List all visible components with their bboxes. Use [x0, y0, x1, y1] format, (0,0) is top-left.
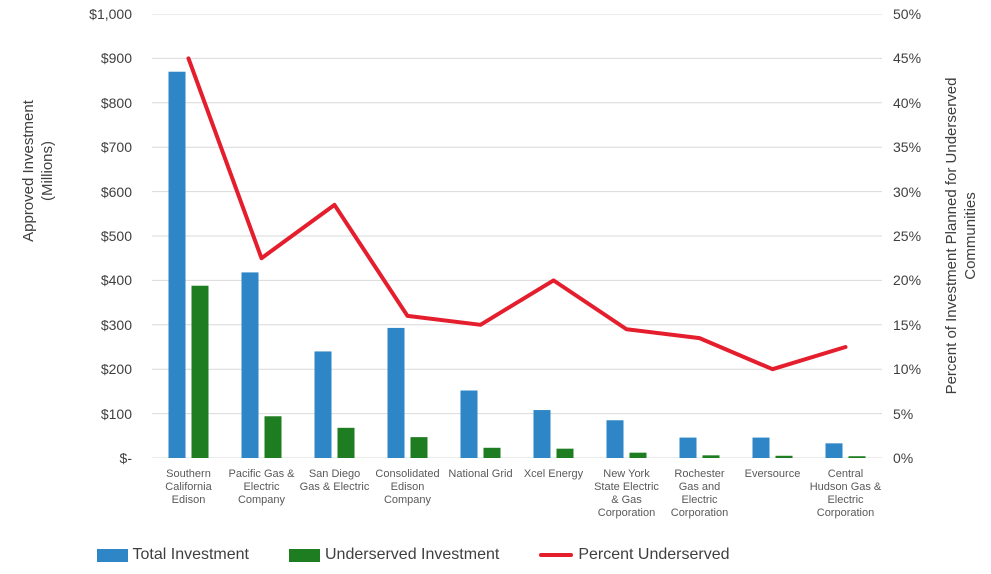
bar-total-investment — [533, 410, 551, 458]
bar-underserved-investment — [848, 456, 866, 458]
bar-total-investment — [241, 272, 259, 458]
x-category-label-southern-california-edison: Southern California Edison — [165, 468, 212, 506]
right-axis-tick-label: 40% — [893, 94, 922, 111]
bar-underserved-investment — [775, 455, 793, 458]
left-axis-tick-label: $700 — [100, 139, 132, 156]
right-axis-title: Percent of Investment Planned for Unders… — [943, 77, 979, 395]
left-axis-tick-label: $400 — [100, 272, 132, 289]
bar-underserved-investment — [337, 427, 355, 458]
right-axis-tick-label: 0% — [893, 450, 914, 466]
legend-swatch-total-investment — [96, 548, 128, 562]
legend-swatch-percent-underserved — [539, 553, 574, 557]
legend: Total Investment Underserved Investment Pe… — [0, 546, 826, 564]
right-axis-tick-label: 30% — [893, 183, 922, 200]
right-axis-tick-label: 35% — [893, 139, 922, 156]
trend-line-percent-underserved — [186, 56, 848, 372]
x-category-label-pacific-gas-electric-company: Pacific Gas & Electric Company — [228, 468, 295, 506]
bar-total-investment — [825, 443, 843, 458]
right-axis-tick-label: 50% — [893, 6, 922, 22]
bar-underserved-investment — [264, 416, 282, 458]
bar-underserved-investment — [483, 447, 501, 458]
bar-total-investment — [752, 437, 770, 458]
left-axis-tick-label: $600 — [100, 183, 132, 200]
plot-area — [152, 14, 882, 458]
bar-underserved-investment — [702, 455, 720, 458]
x-category-label-national-grid: National Grid — [448, 468, 513, 480]
bar-underserved-investment — [556, 448, 574, 458]
bar-underserved-investment — [191, 285, 209, 458]
legend-item-percent-underserved: Percent Underserved — [539, 546, 730, 564]
left-axis-tick-label: $300 — [100, 316, 132, 333]
bar-total-investment — [460, 390, 478, 458]
right-axis-tick-label: 20% — [893, 272, 922, 289]
bar-total-investment — [168, 71, 186, 458]
legend-item-underserved-investment: Underserved Investment — [289, 546, 499, 564]
x-category-label-new-york-state-electric-gas-corporation: New York State Electric & Gas Corporatio… — [594, 468, 659, 519]
left-axis-tick-label: $500 — [100, 228, 132, 244]
x-category-label-san-diego-gas-electric: San Diego Gas & Electric — [299, 468, 370, 493]
left-axis-tick-label: $100 — [100, 405, 132, 422]
x-category-label-rochester-gas-and-electric-corporation: Rochester Gas and Electric Corporation — [670, 468, 729, 519]
legend-label: Percent Underserved — [578, 546, 730, 563]
bar-underserved-investment — [410, 437, 428, 458]
legend-label: Underserved Investment — [325, 546, 500, 563]
bar-total-investment — [679, 437, 697, 458]
left-axis-tick-label: $1,000 — [89, 6, 132, 22]
right-axis-tick-label: 10% — [893, 361, 922, 378]
x-category-label-consolidated-edison-company: Consolidated Edison Company — [375, 468, 440, 506]
right-axis-tick-label: 5% — [893, 405, 914, 422]
right-axis-tick-label: 25% — [893, 228, 922, 244]
right-axis-tick-label: 15% — [893, 316, 922, 333]
x-category-label-eversource: Eversource — [744, 468, 801, 480]
bar-total-investment — [387, 327, 405, 458]
legend-item-total-investment: Total Investment — [96, 546, 250, 564]
legend-swatch-underserved-investment — [289, 548, 320, 562]
right-axis-tick-label: 45% — [893, 50, 922, 67]
left-axis-tick-label: $900 — [100, 50, 132, 67]
left-axis-tick-label: $800 — [100, 94, 132, 111]
x-category-label-xcel-energy: Xcel Energy — [523, 468, 584, 480]
x-category-label-central-hudson-gas-electric-corporation: Central Hudson Gas & Electric Corporatio… — [809, 468, 882, 519]
bar-total-investment — [314, 351, 332, 458]
left-axis-tick-label: $200 — [100, 361, 132, 378]
left-axis-tick-label: $- — [119, 450, 132, 466]
bar-underserved-investment — [629, 452, 647, 458]
legend-label: Total Investment — [132, 546, 250, 563]
bar-total-investment — [606, 420, 624, 458]
